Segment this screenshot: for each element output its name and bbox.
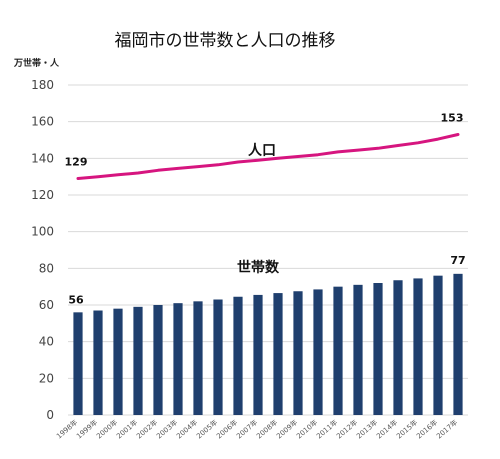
x-tick-label: 2017年 xyxy=(434,418,459,441)
y-tick-label: 120 xyxy=(31,188,54,202)
bar-2003年 xyxy=(173,303,183,415)
x-tick-label: 2001年 xyxy=(114,418,139,441)
x-tick-label: 2004年 xyxy=(174,418,199,441)
bar-2004年 xyxy=(193,301,203,415)
bar-2008年 xyxy=(273,293,283,415)
x-tick-label: 2013年 xyxy=(354,418,379,441)
x-tick-label: 2011年 xyxy=(314,418,339,441)
y-tick-label: 0 xyxy=(46,408,54,422)
households-series-label: 世帯数 xyxy=(237,259,280,276)
x-tick-label: 2006年 xyxy=(214,418,239,441)
households-first-label: 56 xyxy=(68,293,84,306)
bar-2012年 xyxy=(353,284,363,415)
population-series-label: 人口 xyxy=(248,142,276,159)
x-tick-label: 2016年 xyxy=(414,418,439,441)
bar-2015年 xyxy=(413,278,423,415)
population-line xyxy=(76,133,460,180)
population-first-label: 129 xyxy=(65,156,88,169)
bar-2007年 xyxy=(253,294,263,415)
x-tick-label: 2014年 xyxy=(374,418,399,441)
y-tick-label: 180 xyxy=(31,78,54,92)
bar-2005年 xyxy=(213,299,223,415)
bar-2014年 xyxy=(393,280,403,415)
x-tick-label: 2008年 xyxy=(254,418,279,441)
y-tick-label: 100 xyxy=(31,225,54,239)
bar-2000年 xyxy=(113,308,123,415)
x-tick-label: 2015年 xyxy=(394,418,419,441)
x-tick-label: 2007年 xyxy=(234,418,259,441)
y-tick-label: 60 xyxy=(39,298,54,312)
x-tick-label: 2012年 xyxy=(334,418,359,441)
x-tick-label: 1999年 xyxy=(74,418,99,441)
bar-2002年 xyxy=(153,305,163,415)
y-tick-label: 40 xyxy=(39,335,54,349)
bar-2001年 xyxy=(133,306,143,415)
bar-2016年 xyxy=(433,275,443,415)
x-tick-label: 2009年 xyxy=(274,418,299,441)
unit-label: 万世帯・人 xyxy=(13,57,60,69)
x-tick-label: 2003年 xyxy=(154,418,179,441)
y-tick-label: 80 xyxy=(39,261,54,275)
household-bars xyxy=(73,273,463,415)
bar-1998年 xyxy=(73,312,83,415)
population-line-group xyxy=(76,133,460,180)
bar-1999年 xyxy=(93,310,103,415)
bar-2006年 xyxy=(233,296,243,415)
x-axis-ticks: 1998年1999年2000年2001年2002年2003年2004年2005年… xyxy=(54,418,459,441)
bar-2017年 xyxy=(453,273,463,415)
bar-2013年 xyxy=(373,283,383,415)
y-tick-label: 20 xyxy=(39,371,54,385)
bar-2011年 xyxy=(333,286,343,415)
y-tick-label: 160 xyxy=(31,115,54,129)
x-tick-label: 2000年 xyxy=(94,418,119,441)
x-tick-label: 2005年 xyxy=(194,418,219,441)
chart-title: 福岡市の世帯数と人口の推移 xyxy=(115,31,336,51)
x-tick-label: 2010年 xyxy=(294,418,319,441)
population-last-label: 153 xyxy=(441,112,464,125)
households-last-label: 77 xyxy=(450,254,465,267)
bar-2009年 xyxy=(293,291,303,415)
bar-2010年 xyxy=(313,289,323,415)
x-tick-label: 2002年 xyxy=(134,418,159,441)
y-axis-ticks: 0 20 40 60 80 100 120 140 160 180 xyxy=(31,78,54,422)
gridlines xyxy=(68,84,468,416)
x-tick-label: 1998年 xyxy=(54,418,79,441)
y-tick-label: 140 xyxy=(31,151,54,165)
